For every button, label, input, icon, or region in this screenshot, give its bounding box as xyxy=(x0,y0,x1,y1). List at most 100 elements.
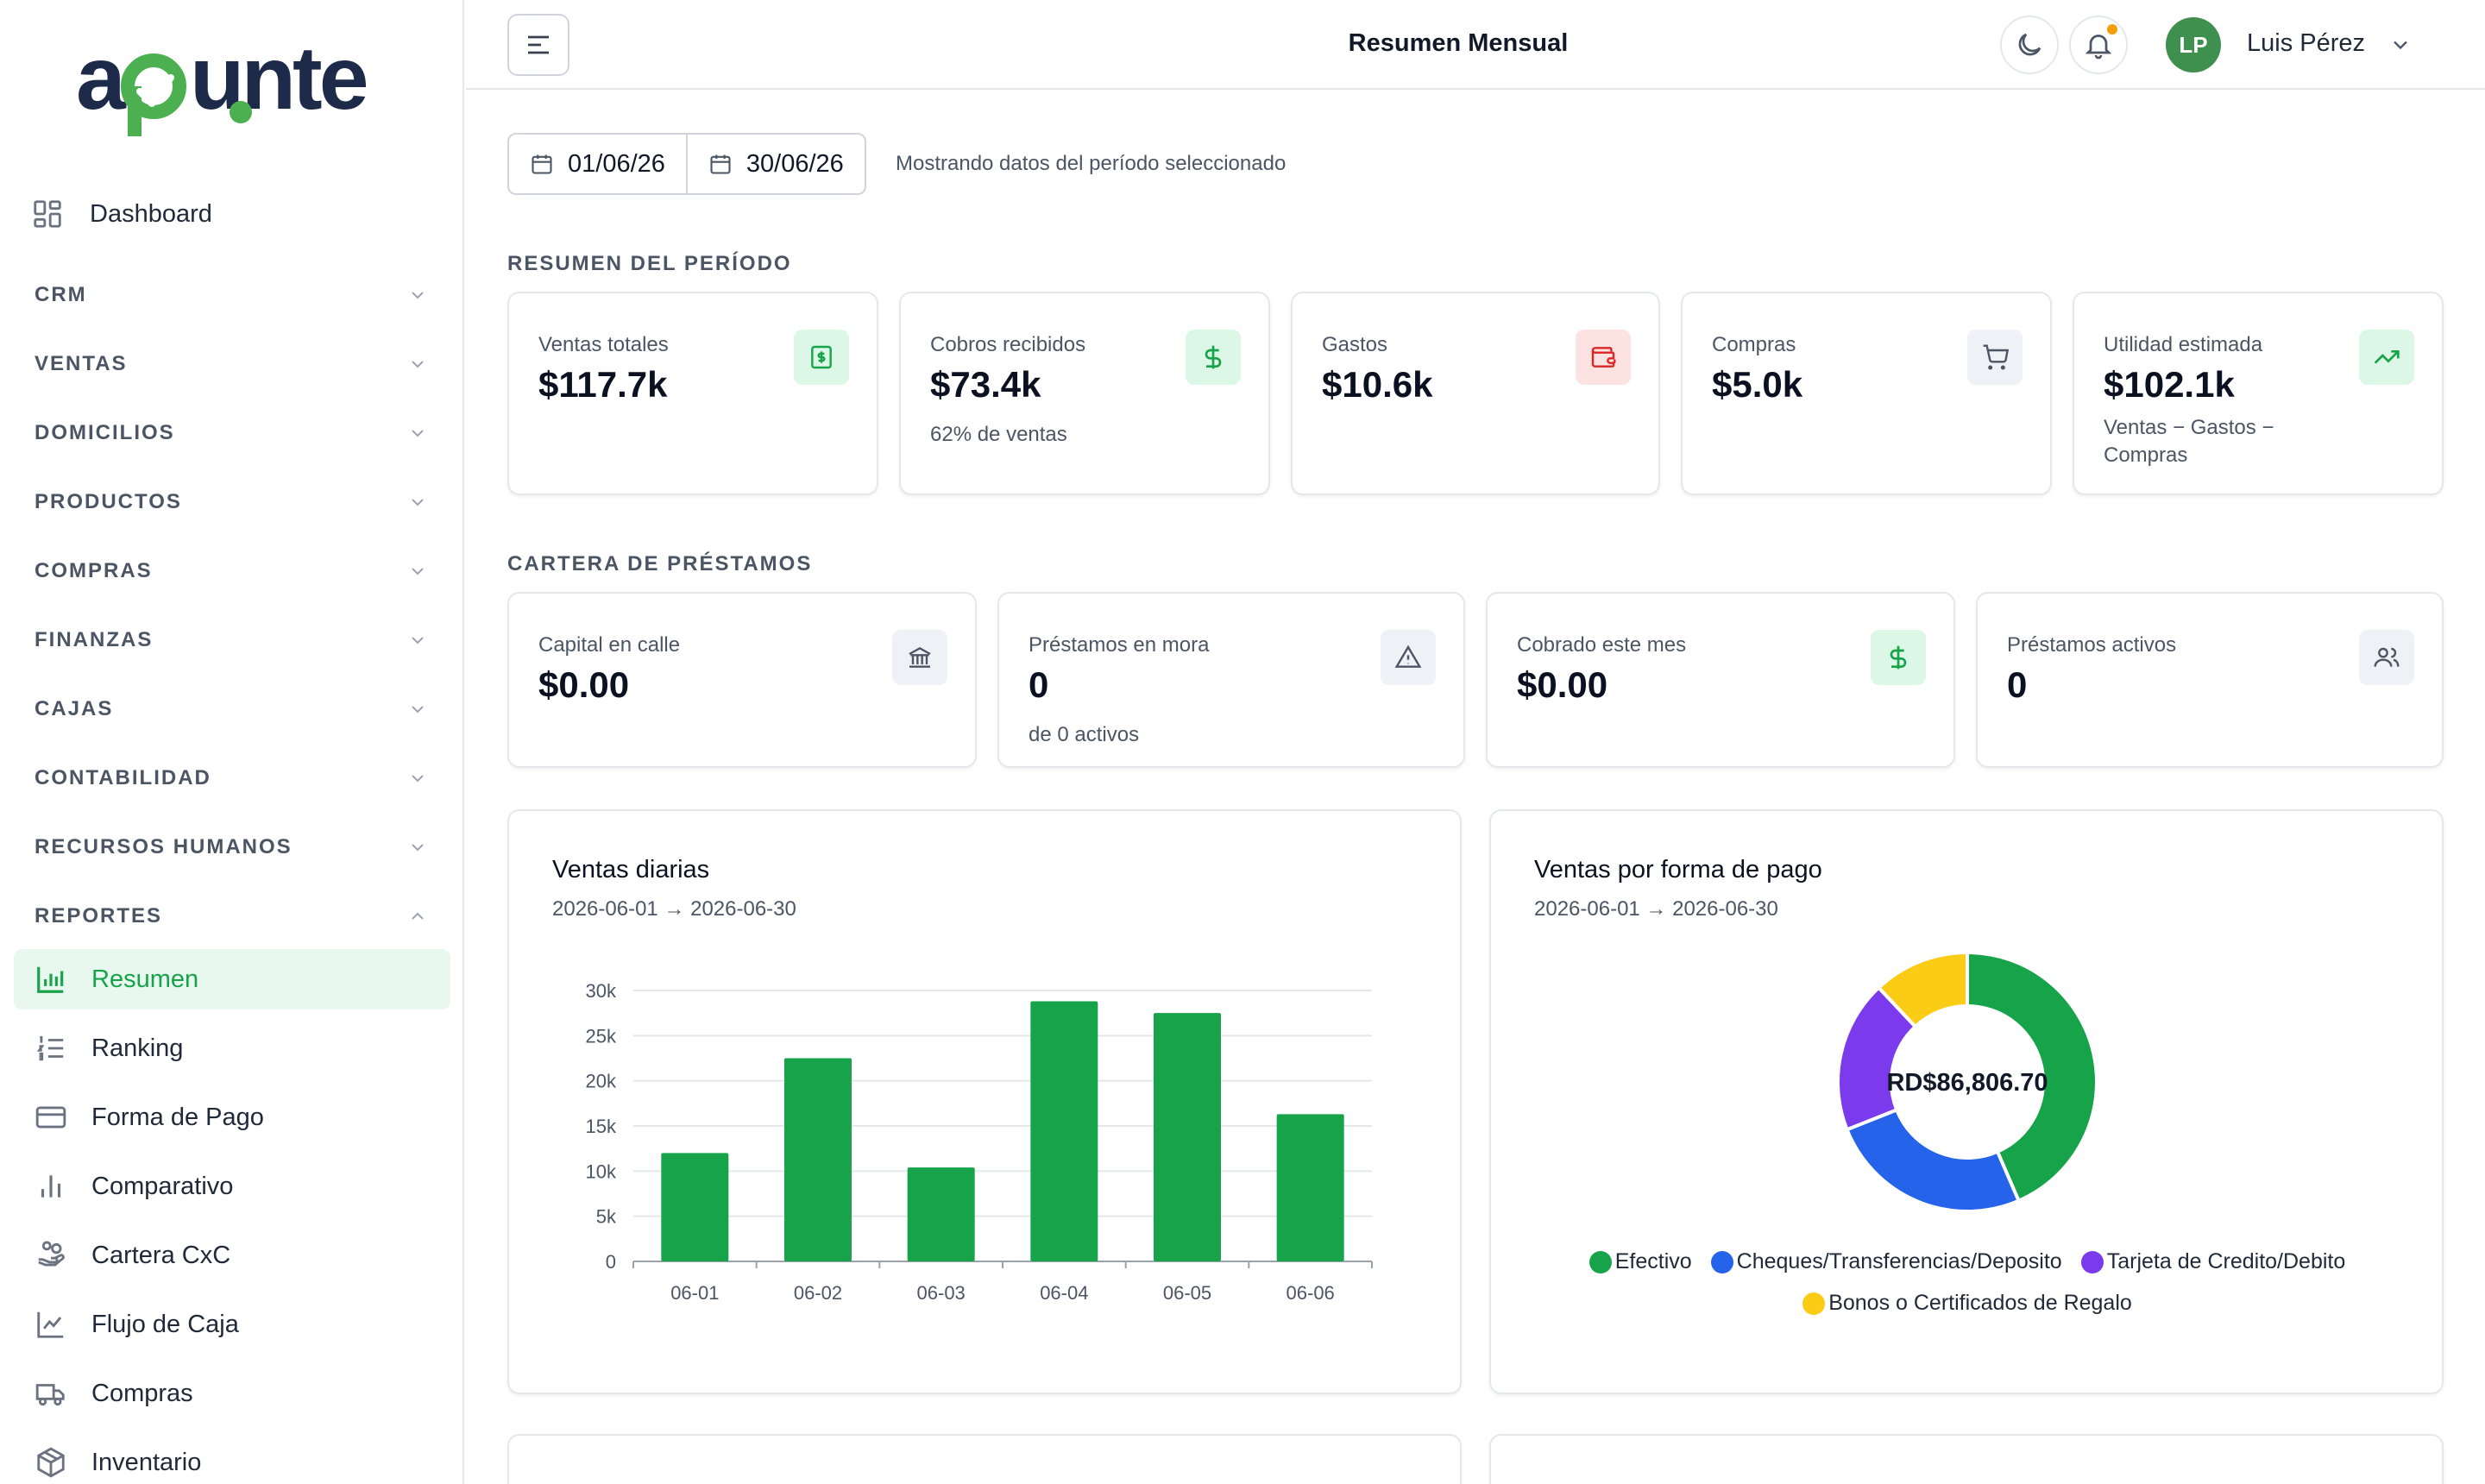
chevron-down-icon xyxy=(412,637,424,645)
wallet-icon xyxy=(1576,330,1631,385)
panel-date-range: 2026-06-01 → 2026-06-30 xyxy=(552,897,796,921)
sidebar-item-flujo-de-caja[interactable]: Flujo de Caja xyxy=(14,1294,450,1355)
logo-graphic: a unte xyxy=(76,28,370,136)
section-label: DOMICILIOS xyxy=(35,421,175,444)
daily-sales-panel: Ventas diarias 2026-06-01 → 2026-06-30 0… xyxy=(507,809,1462,1394)
loan-card-capital: Capital en calle $0.00 xyxy=(507,592,977,768)
card-label: Utilidad estimada xyxy=(2104,333,2263,356)
summary-card-compras: Compras $5.0k xyxy=(1681,292,2052,495)
bottom-panel-left xyxy=(507,1434,1462,1484)
sidebar-section-crm[interactable]: CRM xyxy=(35,274,428,316)
card-label: Préstamos activos xyxy=(2007,633,2177,657)
panel-title: Ventas diarias xyxy=(552,856,710,883)
card-value: $117.7k xyxy=(538,364,668,405)
loan-card-activos: Préstamos activos 0 xyxy=(1976,592,2444,768)
legend-item[interactable]: Bonos o Certificados de Regalo xyxy=(1802,1291,2132,1316)
user-name[interactable]: Luis Pérez xyxy=(2247,29,2366,57)
sidebar-section-cajas[interactable]: CAJAS xyxy=(35,689,428,730)
section-label: CAJAS xyxy=(35,697,114,720)
section-label: RECURSOS HUMANOS xyxy=(35,835,293,858)
summary-card-ventas: Ventas totales $117.7k xyxy=(507,292,878,495)
avatar[interactable]: LP xyxy=(2166,17,2221,72)
panel-date-range: 2026-06-01 → 2026-06-30 xyxy=(1534,897,1778,921)
chevron-down-icon xyxy=(412,499,424,506)
sidebar-item-forma-de-pago[interactable]: Forma de Pago xyxy=(14,1087,450,1148)
sidebar-section-ventas[interactable]: VENTAS xyxy=(35,343,428,385)
users-icon xyxy=(2359,630,2414,685)
legend-item[interactable]: Cheques/Transferencias/Deposito xyxy=(1710,1249,2062,1274)
end-date-field[interactable]: 30/06/26 xyxy=(685,135,865,193)
sidebar-section-recursos-humanos[interactable]: RECURSOS HUMANOS xyxy=(35,827,428,868)
sidebar-item-inventario[interactable]: Inventario xyxy=(14,1432,450,1484)
y-tick-label: 5k xyxy=(596,1206,617,1228)
sidebar-section-contabilidad[interactable]: CONTABILIDAD xyxy=(35,758,428,799)
section-label: CONTABILIDAD xyxy=(35,766,211,789)
date-range-picker: 01/06/26 30/06/26 xyxy=(507,133,866,195)
legend-item[interactable]: Efectivo xyxy=(1589,1249,1692,1274)
card-label: Cobros recibidos xyxy=(930,333,1086,356)
sidebar-item-label: Flujo de Caja xyxy=(91,1310,239,1338)
cart-icon xyxy=(1967,330,2023,385)
legend-swatch xyxy=(1802,1292,1826,1315)
sidebar-section-finanzas[interactable]: FINANZAS xyxy=(35,619,428,661)
section-label: CRM xyxy=(35,283,87,306)
x-tick-label: 06-04 xyxy=(1040,1282,1088,1304)
dollar-icon xyxy=(1186,330,1241,385)
notifications-button[interactable] xyxy=(2069,16,2128,74)
legend-label: Efectivo xyxy=(1614,1249,1692,1273)
card-value: 0 xyxy=(2007,664,2028,705)
page-title-text: Resumen Mensual xyxy=(1348,29,1569,57)
chevron-down-icon xyxy=(412,844,424,852)
card-value: $73.4k xyxy=(930,364,1041,405)
sidebar-item-label: Ranking xyxy=(91,1034,184,1062)
theme-toggle-button[interactable] xyxy=(2000,16,2059,74)
bar xyxy=(1154,1013,1221,1261)
sidebar-item-compras[interactable]: Compras xyxy=(14,1363,450,1424)
section-label: VENTAS xyxy=(35,352,128,375)
chevron-down-icon xyxy=(412,568,424,575)
sidebar-item-dashboard[interactable]: Dashboard xyxy=(31,190,212,238)
card-value: $102.1k xyxy=(2104,364,2235,405)
summary-card-gastos: Gastos $10.6k xyxy=(1291,292,1660,495)
card-subtext: de 0 activos xyxy=(1029,723,1140,746)
apunte-logo[interactable]: a unte xyxy=(76,28,397,141)
bar xyxy=(784,1058,852,1261)
bar xyxy=(661,1153,729,1261)
alert-icon xyxy=(1381,630,1436,685)
end-date-value: 30/06/26 xyxy=(746,149,844,178)
pie-slice[interactable] xyxy=(1844,1107,2022,1213)
sidebar-section-domicilios[interactable]: DOMICILIOS xyxy=(35,412,428,454)
pie-slice[interactable] xyxy=(1966,950,2098,1204)
sidebar: a unte Dashboard CRM VENTAS xyxy=(0,0,464,1484)
y-tick-label: 15k xyxy=(586,1116,617,1137)
sidebar-item-comparativo[interactable]: Comparativo xyxy=(14,1156,450,1217)
x-tick-label: 06-03 xyxy=(917,1282,966,1304)
truck-icon xyxy=(35,1377,67,1410)
x-tick-label: 06-06 xyxy=(1287,1282,1335,1304)
loan-card-mora: Préstamos en mora 0 de 0 activos xyxy=(997,592,1465,768)
menu-icon xyxy=(528,35,549,54)
chevron-down-icon xyxy=(412,292,424,299)
sidebar-section-reportes[interactable]: REPORTES xyxy=(35,896,428,937)
menu-toggle-button[interactable] xyxy=(507,14,569,76)
chevron-down-icon[interactable] xyxy=(2388,33,2413,57)
bar-chart-icon xyxy=(35,963,67,996)
chart-legend-row-1: Efectivo Cheques/Transferencias/Deposito… xyxy=(1491,1249,2444,1274)
panel-title: Ventas por forma de pago xyxy=(1534,856,1822,883)
sidebar-item-resumen[interactable]: Resumen xyxy=(14,949,450,1009)
section-label: REPORTES xyxy=(35,904,163,928)
start-date-field[interactable]: 01/06/26 xyxy=(509,135,686,193)
sidebar-item-ranking[interactable]: Ranking xyxy=(14,1018,450,1078)
card-label: Gastos xyxy=(1322,333,1388,356)
legend-swatch xyxy=(2080,1250,2104,1273)
card-subtext: 62% de ventas xyxy=(930,423,1067,446)
bar xyxy=(1276,1114,1344,1261)
sidebar-section-productos[interactable]: PRODUCTOS xyxy=(35,481,428,523)
x-tick-label: 06-05 xyxy=(1163,1282,1211,1304)
legend-label: Tarjeta de Credito/Debito xyxy=(2106,1249,2346,1273)
sidebar-section-compras[interactable]: COMPRAS xyxy=(35,550,428,592)
legend-item[interactable]: Tarjeta de Credito/Debito xyxy=(2080,1249,2346,1274)
pie-slice[interactable] xyxy=(1876,950,1969,1029)
sidebar-item-cartera-cxc[interactable]: Cartera CxC xyxy=(14,1225,450,1286)
sidebar-item-label: Resumen xyxy=(91,965,199,993)
